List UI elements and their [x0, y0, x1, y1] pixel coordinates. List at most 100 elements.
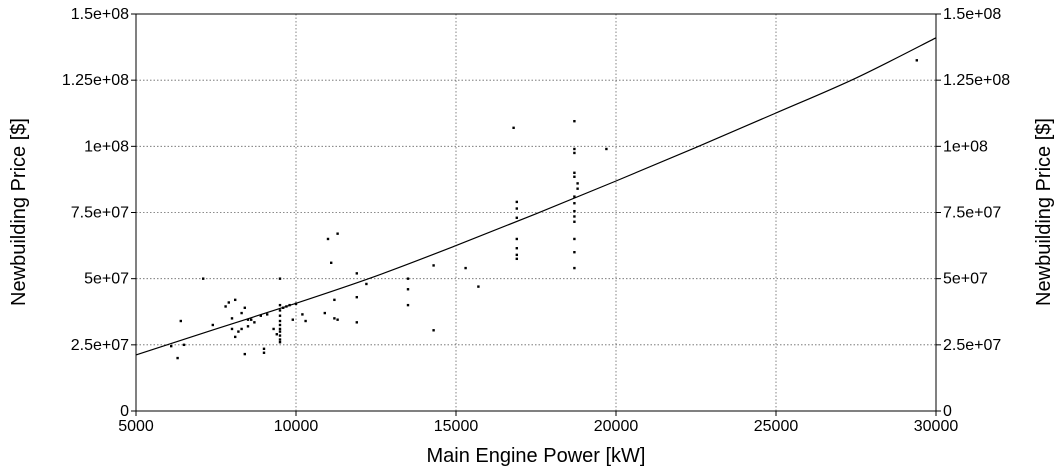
y-tick-label-right: 5e+07: [943, 271, 988, 288]
data-point: [432, 329, 435, 332]
data-point: [406, 303, 410, 307]
data-point: [515, 253, 518, 257]
data-point: [253, 321, 256, 324]
y-tick-label-left: 1e+08: [84, 138, 129, 155]
data-point: [573, 220, 576, 223]
y-tick-label-right: 1.25e+08: [943, 72, 1010, 89]
data-point: [355, 295, 358, 299]
x-tick-label: 5000: [118, 418, 154, 435]
data-point: [605, 147, 608, 151]
data-point: [230, 317, 234, 320]
data-point: [288, 303, 291, 307]
data-point: [573, 151, 576, 155]
data-point: [272, 327, 275, 331]
data-point: [573, 171, 576, 174]
data-point: [278, 338, 282, 341]
data-point: [259, 314, 262, 317]
data-point: [336, 318, 339, 321]
data-point: [512, 126, 515, 130]
data-point: [515, 200, 518, 204]
data-point: [294, 302, 298, 306]
data-point: [240, 311, 243, 315]
data-point: [182, 343, 186, 347]
data-point: [304, 319, 307, 323]
fit-curve: [135, 37, 937, 356]
data-point: [240, 327, 243, 331]
data-point: [285, 305, 288, 308]
data-point: [278, 330, 282, 333]
data-point: [278, 323, 282, 327]
y-tick-label-right: 0: [943, 403, 952, 420]
data-point: [278, 314, 282, 317]
data-point: [211, 323, 214, 327]
data-point: [234, 335, 237, 339]
grid-lines: [136, 14, 936, 411]
data-point: [243, 352, 246, 356]
data-point: [576, 182, 579, 185]
y-axis-title-left: Newbuilding Price [$]: [8, 118, 30, 306]
data-point: [432, 264, 435, 267]
data-point: [275, 333, 278, 336]
y-tick-label-right: 1e+08: [943, 138, 988, 155]
y-tick-label-left: 1.5e+08: [71, 6, 129, 23]
data-point: [515, 247, 518, 250]
data-point: [573, 202, 576, 205]
data-point: [179, 319, 182, 323]
data-point: [573, 195, 576, 198]
x-axis-title: Main Engine Power [kW]: [427, 445, 646, 467]
data-point: [176, 356, 179, 360]
y-tick-label-right: 2.5e+07: [943, 337, 1001, 354]
data-point: [243, 306, 246, 309]
data-point: [326, 237, 330, 241]
data-point: [355, 272, 358, 275]
data-point: [234, 298, 237, 302]
data-point: [323, 311, 326, 315]
data-point: [291, 318, 294, 321]
data-point: [282, 306, 285, 309]
data-point: [406, 277, 410, 280]
y-tick-label-right: 1.5e+08: [943, 6, 1001, 23]
data-point: [278, 303, 282, 307]
x-tick-label: 15000: [434, 418, 479, 435]
x-tick-label: 30000: [914, 418, 959, 435]
data-point: [573, 251, 576, 254]
data-point: [246, 318, 250, 321]
data-point: [355, 321, 358, 324]
data-point: [278, 327, 282, 331]
data-point: [573, 237, 576, 241]
data-point: [333, 298, 336, 302]
data-point: [246, 325, 250, 328]
data-points: [170, 59, 918, 360]
data-point: [262, 351, 266, 354]
data-point: [333, 317, 336, 320]
data-point: [576, 187, 579, 190]
data-point: [202, 277, 205, 280]
data-point: [330, 261, 333, 264]
y-tick-label-right: 7.5e+07: [943, 205, 1001, 222]
data-point: [406, 288, 410, 291]
data-point: [336, 232, 339, 235]
data-point: [573, 147, 576, 151]
data-point: [515, 257, 518, 261]
data-point: [573, 119, 576, 123]
data-point: [477, 285, 480, 288]
data-point: [262, 347, 266, 350]
data-point: [515, 216, 518, 219]
y-tick-label-left: 5e+07: [84, 271, 129, 288]
data-point: [464, 266, 467, 270]
data-point: [515, 237, 518, 241]
data-point: [250, 318, 253, 321]
y-tick-label-left: 7.5e+07: [71, 205, 129, 222]
data-point: [573, 266, 576, 270]
data-point: [573, 175, 576, 178]
data-point: [227, 301, 230, 304]
x-tick-label: 10000: [274, 418, 319, 435]
data-point: [573, 215, 576, 218]
x-tick-label: 20000: [594, 418, 639, 435]
data-point: [224, 305, 227, 308]
data-point: [237, 330, 240, 333]
y-tick-label-left: 1.25e+08: [62, 72, 129, 89]
data-point: [278, 340, 282, 344]
